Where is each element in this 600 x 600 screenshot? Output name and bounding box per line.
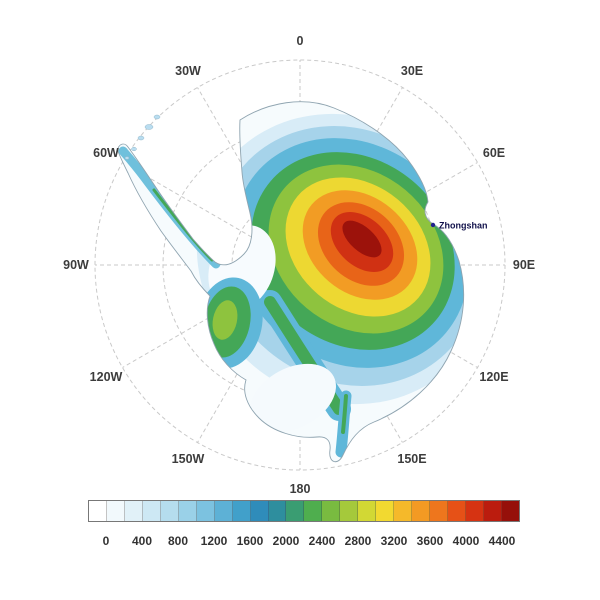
graticule-meridian-line (299, 87, 403, 266)
colorbar-segment (124, 501, 143, 521)
meridian-label: 120E (479, 370, 508, 384)
colorbar-tick: 4400 (488, 534, 516, 548)
colorbar-tick: 800 (167, 534, 189, 548)
elevation-band (342, 220, 382, 258)
meridian-label: 120W (90, 370, 123, 384)
colorbar-tick: 3600 (416, 534, 444, 548)
island (124, 156, 130, 160)
colorbar-segment (214, 501, 233, 521)
island (131, 146, 137, 152)
graticule-meridian-line (122, 162, 301, 266)
colorbar-tick: 0 (102, 534, 110, 548)
meridian-label: 0 (297, 34, 304, 48)
island (144, 124, 154, 130)
meridian-label: 30E (401, 64, 423, 78)
station-label: Zhongshan (439, 221, 488, 231)
colorbar-segment (304, 501, 323, 521)
meridian-label: 150W (172, 452, 205, 466)
colorbar-tick-labels: 0 400 800 1200 1600 2000 2400 2800 3200 3600 4000 4… (88, 534, 520, 550)
graticule-meridian-line (197, 264, 301, 443)
colorbar-segment (430, 501, 449, 521)
colorbar-segment (394, 501, 413, 521)
elevation-colorbar: 0 400 800 1200 1600 2000 2400 2800 3200 3600 4000 4… (88, 500, 520, 548)
colorbar-segment (160, 501, 179, 521)
meridian-label: 90W (63, 258, 89, 272)
colorbar-segment (340, 501, 359, 521)
colorbar-segment (483, 501, 502, 521)
colorbar-segment (376, 501, 395, 521)
island (153, 114, 161, 120)
station-marker-icon (430, 222, 436, 228)
coastal-spur (341, 394, 348, 434)
colorbar-segment (142, 501, 161, 521)
colorbar-segment (106, 501, 125, 521)
meridian-label: 60E (483, 146, 505, 160)
ross-ice-shelf (250, 363, 336, 433)
colorbar-segments (88, 500, 520, 522)
colorbar-segment (232, 501, 251, 521)
graticule-meridian-line (299, 162, 478, 266)
colorbar-tick: 4000 (452, 534, 480, 548)
colorbar-segment (268, 501, 287, 521)
graticule-meridian-line (122, 264, 301, 368)
colorbar-segment (89, 501, 107, 521)
meridian-labels: 0 30E 60E 90E 120E 150E 180 150W 120W 90W 60W 30W (63, 34, 535, 496)
colorbar-tick: 1600 (236, 534, 264, 548)
meridian-label: 150E (397, 452, 426, 466)
colorbar-tick: 1200 (200, 534, 228, 548)
colorbar-segment (501, 501, 519, 521)
colorbar-segment (250, 501, 269, 521)
meridian-label: 30W (175, 64, 201, 78)
colorbar-tick: 2400 (308, 534, 336, 548)
graticule-meridian-line (197, 87, 301, 266)
meridian-label: 90E (513, 258, 535, 272)
colorbar-tick: 3200 (380, 534, 408, 548)
colorbar-segment (286, 501, 305, 521)
station-zhongshan: Zhongshan (430, 221, 488, 231)
colorbar-segment (358, 501, 377, 521)
colorbar-tick: 400 (131, 534, 153, 548)
meridian-label: 180 (290, 482, 311, 496)
colorbar-tick: 2800 (344, 534, 372, 548)
colorbar-segment (466, 501, 484, 521)
continent (117, 101, 464, 462)
west-antarctica-band (212, 300, 238, 340)
colorbar-tick: 2000 (272, 534, 300, 548)
colorbar-segment (196, 501, 215, 521)
islands (124, 114, 161, 160)
colorbar-segment (448, 501, 467, 521)
meridian-label: 60W (93, 146, 119, 160)
island (137, 135, 145, 141)
colorbar-segment (412, 501, 431, 521)
colorbar-segment (322, 501, 341, 521)
colorbar-segment (178, 501, 197, 521)
